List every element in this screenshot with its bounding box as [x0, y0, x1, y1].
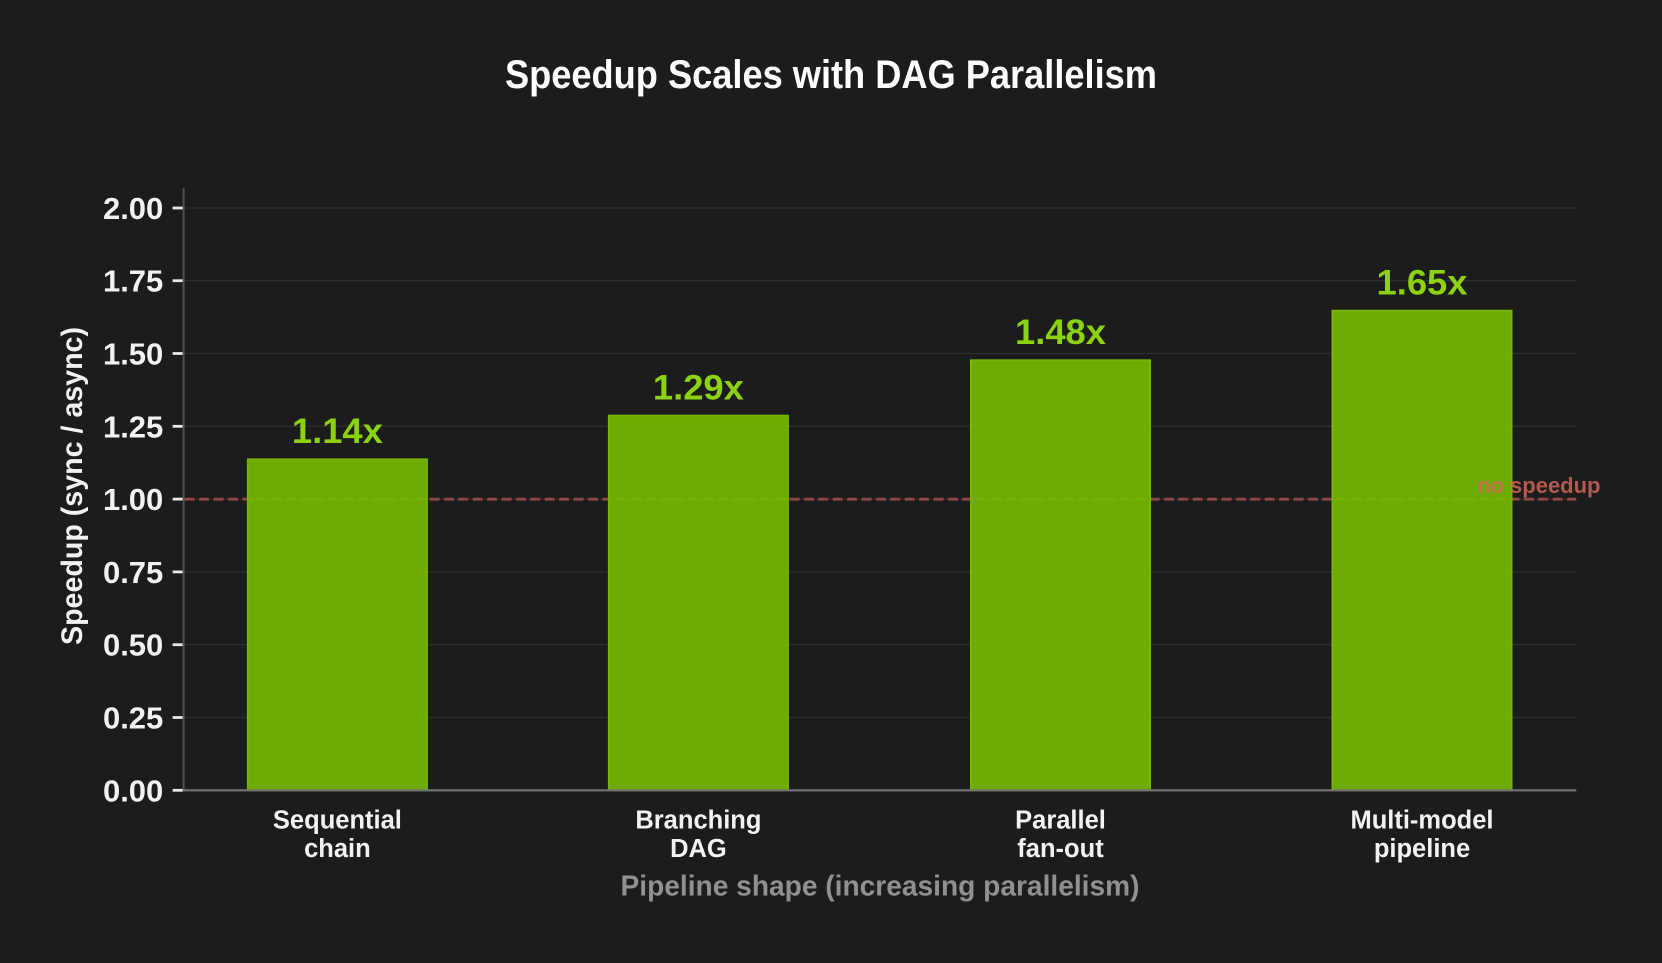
- svg-text:1.25: 1.25: [103, 409, 163, 444]
- svg-text:no speedup: no speedup: [1477, 473, 1600, 498]
- svg-text:pipeline: pipeline: [1374, 835, 1470, 863]
- svg-text:Multi-model: Multi-model: [1350, 806, 1493, 834]
- svg-text:0.00: 0.00: [103, 773, 163, 808]
- svg-text:Pipeline shape (increasing par: Pipeline shape (increasing parallelism): [621, 871, 1140, 903]
- svg-text:Branching: Branching: [635, 806, 761, 834]
- svg-text:1.75: 1.75: [103, 264, 163, 299]
- svg-text:1.00: 1.00: [103, 482, 163, 517]
- svg-text:Speedup Scales with DAG Parall: Speedup Scales with DAG Parallelism: [505, 53, 1157, 97]
- svg-text:1.48x: 1.48x: [1015, 313, 1107, 352]
- svg-text:fan-out: fan-out: [1017, 835, 1104, 863]
- svg-text:Speedup (sync / async): Speedup (sync / async): [56, 327, 89, 645]
- svg-text:0.75: 0.75: [103, 555, 163, 590]
- svg-text:1.50: 1.50: [103, 337, 163, 372]
- svg-text:1.29x: 1.29x: [653, 368, 745, 407]
- svg-text:1.65x: 1.65x: [1377, 263, 1469, 302]
- svg-text:0.50: 0.50: [103, 628, 163, 663]
- svg-text:Parallel: Parallel: [1015, 806, 1106, 834]
- svg-text:DAG: DAG: [670, 835, 727, 863]
- svg-text:0.25: 0.25: [103, 701, 163, 736]
- svg-text:Sequential: Sequential: [273, 806, 402, 834]
- svg-text:1.14x: 1.14x: [292, 412, 384, 451]
- svg-text:chain: chain: [304, 835, 371, 863]
- svg-text:2.00: 2.00: [103, 191, 163, 226]
